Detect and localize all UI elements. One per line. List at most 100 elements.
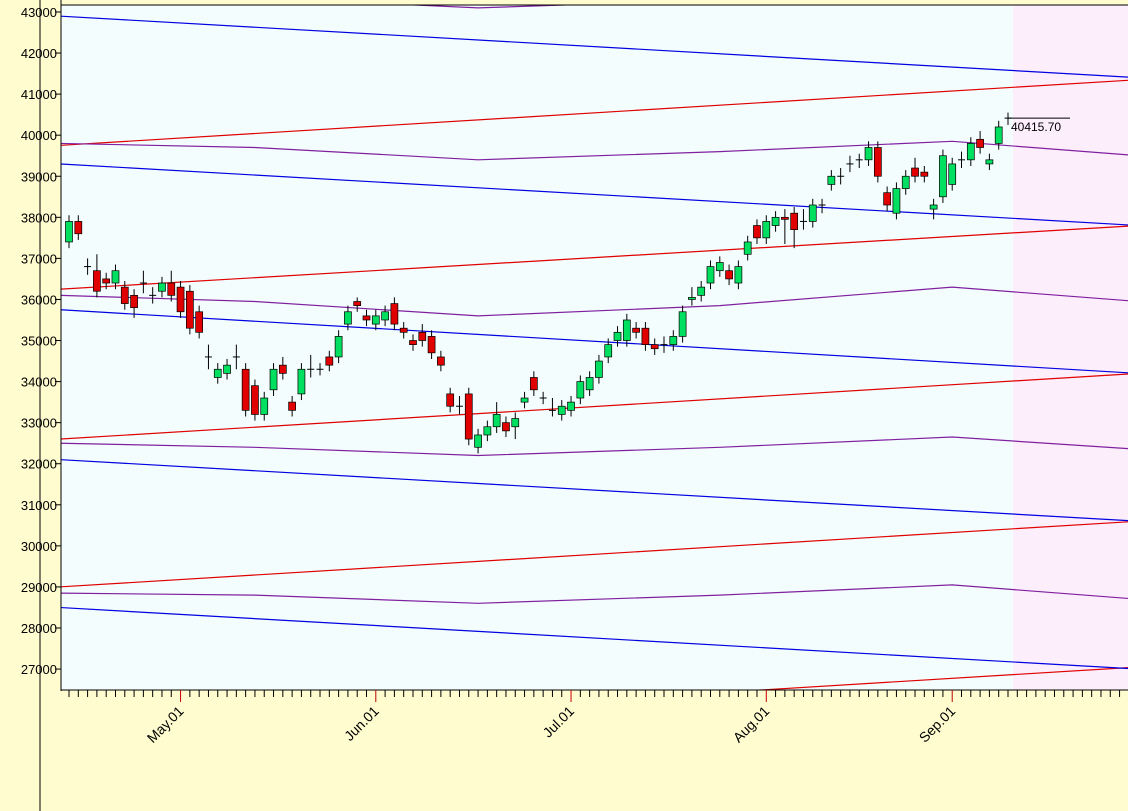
candle-body [650, 344, 659, 350]
x-tick-label: Aug.01 [730, 703, 773, 746]
candle-body [697, 286, 706, 296]
y-tick-label: 32000 [21, 457, 57, 472]
candle-body [948, 163, 957, 185]
candle-body [158, 282, 166, 292]
candle-body [688, 297, 696, 300]
candle-body [892, 188, 901, 214]
overlay-line [61, 584, 1128, 604]
y-tick-label: 38000 [21, 210, 57, 225]
y-tick-label: 29000 [21, 580, 57, 595]
candle-body [93, 270, 101, 292]
candle-body [669, 336, 678, 345]
candle-body [520, 397, 529, 403]
candle-body [325, 356, 334, 366]
plot-area [61, 5, 1128, 690]
candle-body [771, 216, 780, 226]
candle-body [223, 364, 231, 374]
candle-body [251, 385, 259, 415]
candle-body [715, 262, 724, 272]
overlay-line [61, 225, 1128, 290]
candle-body [613, 331, 622, 341]
candle-body [241, 368, 250, 411]
overlay-line [61, 373, 1128, 440]
candle-body [929, 204, 938, 210]
candle-body [353, 301, 362, 306]
future-area [1013, 5, 1128, 690]
y-tick-label: 27000 [21, 662, 57, 677]
y-tick-label: 30000 [21, 539, 57, 554]
candle-body [344, 311, 352, 325]
candle-body [595, 360, 603, 378]
candle-body [743, 241, 752, 255]
y-tick-label: 43000 [21, 5, 57, 20]
y-tick-label: 37000 [21, 251, 57, 266]
candle-body [492, 414, 501, 428]
candle-body [966, 143, 975, 161]
candle-body [195, 311, 204, 333]
candle-body [511, 418, 520, 428]
candle-body [362, 315, 371, 321]
candle-body [901, 175, 910, 189]
candle-body [632, 327, 640, 333]
candle-body [65, 221, 73, 243]
candle-body [297, 368, 306, 395]
candle-body [622, 319, 631, 341]
candle-body [418, 331, 427, 341]
candle-body [753, 225, 761, 239]
x-tick-label: Sep.01 [916, 703, 959, 746]
candle-body [994, 126, 1003, 144]
candle-body [288, 401, 296, 411]
candle-body [641, 327, 650, 345]
overlay-line [61, 309, 1128, 374]
candle-body [567, 401, 575, 411]
candle-body [790, 212, 799, 230]
candle-body [976, 138, 984, 148]
overlay-line [61, 163, 1128, 226]
candle-body [725, 270, 733, 280]
overlay-line [61, 606, 1128, 670]
candle-body [409, 340, 417, 345]
candle-body [529, 377, 538, 391]
candle-body [920, 171, 929, 177]
candle-body [827, 175, 836, 185]
candle-body [557, 405, 566, 415]
candle-body [781, 216, 789, 220]
candle-body [873, 147, 882, 177]
candle-body [678, 311, 687, 337]
candle-body [74, 221, 83, 235]
candle-body [399, 327, 408, 333]
candle-body [186, 290, 194, 329]
candle-body [464, 393, 473, 440]
x-tick-label: Jul.01 [539, 703, 577, 741]
candle-body [985, 159, 994, 165]
candle-body [883, 192, 891, 206]
candle-body [911, 167, 919, 177]
candle-body [381, 311, 389, 321]
candle-body [269, 368, 278, 391]
overlay-line [61, 286, 1128, 317]
last-price-label: 40415.70 [1011, 120, 1061, 134]
candle-body [734, 266, 743, 284]
overlay-line [61, 521, 1128, 588]
y-tick-label: 33000 [21, 416, 57, 431]
candle-body [483, 426, 492, 436]
y-tick-label: 39000 [21, 169, 57, 184]
candle-body [939, 155, 947, 198]
candle-body [706, 266, 715, 284]
candle-body [427, 336, 436, 354]
candle-body [213, 368, 222, 378]
y-tick-label: 31000 [21, 498, 57, 513]
candle-body [474, 434, 482, 448]
y-tick-label: 41000 [21, 87, 57, 102]
candle-body [260, 397, 269, 415]
candle-body [371, 315, 380, 325]
candle-body [334, 336, 343, 358]
y-tick-label: 36000 [21, 292, 57, 307]
overlay-line [750, 667, 1128, 690]
x-tick-label: Jun.01 [341, 703, 382, 744]
y-tick-label: 28000 [21, 621, 57, 636]
candle-body [604, 344, 613, 358]
candle-body [111, 270, 120, 284]
overlay-line [61, 15, 1128, 78]
